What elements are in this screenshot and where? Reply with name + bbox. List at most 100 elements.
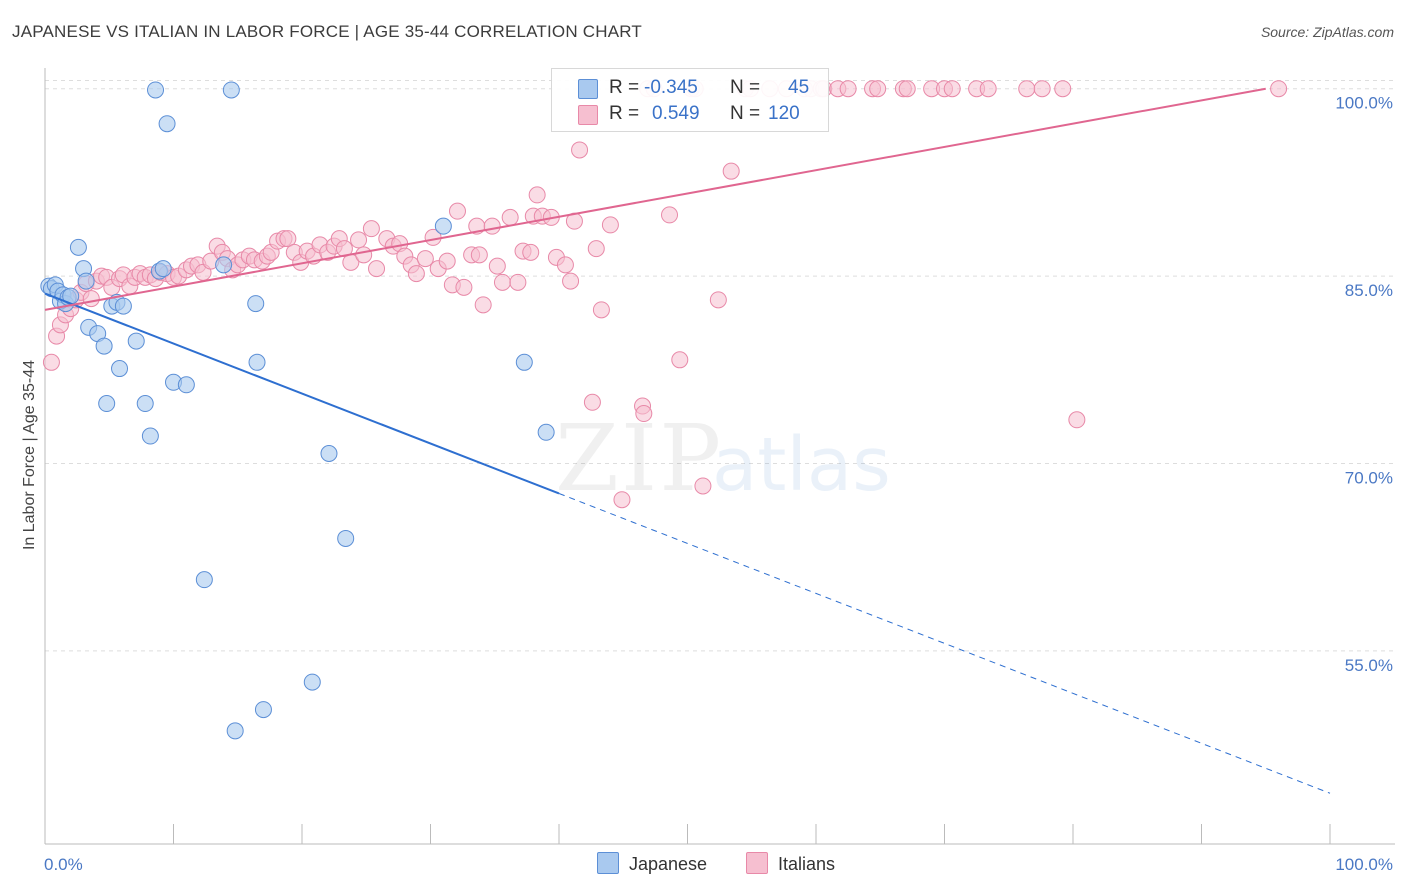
legend-item-japanese[interactable]: Japanese	[597, 852, 707, 875]
italian-point	[279, 230, 297, 248]
japanese-point	[111, 360, 129, 378]
y-axis-label: In Labor Force | Age 35-44	[21, 360, 38, 550]
y-tick-label: 100.0%	[1335, 94, 1393, 113]
trend-lines	[44, 87, 1331, 794]
italian-point	[709, 291, 727, 309]
x-tick-label: 0.0%	[44, 855, 83, 874]
source-label: Source: ZipAtlas.com	[1260, 24, 1394, 40]
watermark-zip: ZIP	[555, 405, 723, 512]
italian-point	[583, 393, 601, 411]
japanese-point	[77, 272, 95, 290]
japanese-point	[222, 81, 240, 99]
italian-point	[82, 290, 100, 308]
italian-point	[556, 256, 574, 274]
japanese-point	[98, 395, 116, 413]
italian-point	[587, 240, 605, 258]
chart-title: JAPANESE VS ITALIAN IN LABOR FORCE | AGE…	[12, 22, 643, 41]
legend-item-italians[interactable]: Italians	[746, 852, 835, 875]
japanese-point	[136, 395, 154, 413]
japanese-point	[337, 529, 355, 547]
italian-point	[1018, 80, 1036, 98]
italian-point	[407, 265, 425, 283]
italian-point	[501, 208, 519, 226]
y-tick-label: 70.0%	[1345, 468, 1393, 487]
italian-point	[474, 296, 492, 314]
italian-point	[694, 477, 712, 495]
japanese-point	[114, 297, 132, 315]
italian-trend-line	[44, 87, 1266, 311]
italian-point	[571, 141, 589, 159]
italian-point	[613, 491, 631, 509]
italian-point	[722, 162, 740, 180]
japanese-point	[158, 115, 176, 133]
y-tick-label: 55.0%	[1345, 656, 1393, 675]
japanese-legend-swatch	[597, 852, 619, 874]
italian-point	[592, 301, 610, 319]
italians-legend-swatch	[746, 852, 768, 874]
japanese-point	[254, 701, 272, 719]
italian-point	[488, 257, 506, 275]
italian-point	[979, 80, 997, 98]
legend-row-japanese: R = -0.345 N = 45	[552, 75, 828, 101]
japanese-point	[141, 427, 159, 445]
japanese-point	[248, 353, 266, 371]
italian-point	[1054, 80, 1072, 98]
italian-point	[455, 278, 473, 296]
grid-lines	[45, 79, 1395, 652]
japanese-trend-line	[44, 292, 560, 495]
japanese-point	[537, 423, 555, 441]
legend-row-italians: R = 0.549 N = 120	[552, 101, 828, 127]
watermark: ZIP atlas	[555, 405, 891, 512]
japanese-point	[69, 238, 87, 256]
japanese-point	[195, 571, 213, 589]
italian-point	[368, 260, 386, 278]
japanese-series	[40, 81, 555, 740]
italian-point	[1068, 411, 1086, 429]
italian-point	[509, 273, 527, 291]
legend-n-label: N =	[730, 103, 761, 124]
italian-point	[522, 243, 540, 261]
x-tick-label: 100.0%	[1335, 855, 1393, 874]
italian-point	[562, 272, 580, 290]
japanese-point	[127, 332, 145, 350]
japanese-point	[320, 444, 338, 462]
japanese-point	[247, 295, 265, 313]
japanese-point	[147, 81, 165, 99]
legend-n-value: 120	[768, 103, 800, 124]
italian-point	[416, 250, 434, 268]
italian-point	[438, 252, 456, 270]
japanese-swatch	[578, 79, 598, 99]
legend-n-value: 45	[788, 77, 810, 98]
italian-point	[839, 80, 857, 98]
italian-point	[601, 216, 619, 234]
japanese-point	[515, 353, 533, 371]
italian-point	[470, 246, 488, 264]
japanese-legend-label: Japanese	[629, 854, 708, 874]
japanese-point	[154, 260, 172, 278]
italian-point	[869, 80, 887, 98]
italian-point	[1033, 80, 1051, 98]
italian-point	[350, 231, 368, 249]
italian-point	[943, 80, 961, 98]
axes	[44, 68, 1395, 845]
japanese-point	[177, 376, 195, 394]
italian-point	[528, 186, 546, 204]
italian-point	[448, 202, 466, 220]
italian-point	[671, 351, 689, 369]
italian-point	[362, 220, 380, 238]
italian-point	[661, 206, 679, 224]
italian-point	[42, 353, 60, 371]
legend-n-label: N =	[730, 77, 761, 98]
japanese-point	[215, 256, 233, 274]
japanese-point	[95, 337, 113, 355]
japanese-point	[226, 722, 244, 740]
legend-r-value: -0.345	[644, 77, 698, 98]
italian-point	[335, 240, 353, 258]
japanese-trend-extension	[558, 493, 1331, 794]
italians-swatch	[578, 105, 598, 125]
japanese-point	[434, 217, 452, 235]
japanese-point	[303, 673, 321, 691]
legend-r-value: 0.549	[652, 103, 700, 124]
legend-r-label: R =	[609, 103, 640, 124]
